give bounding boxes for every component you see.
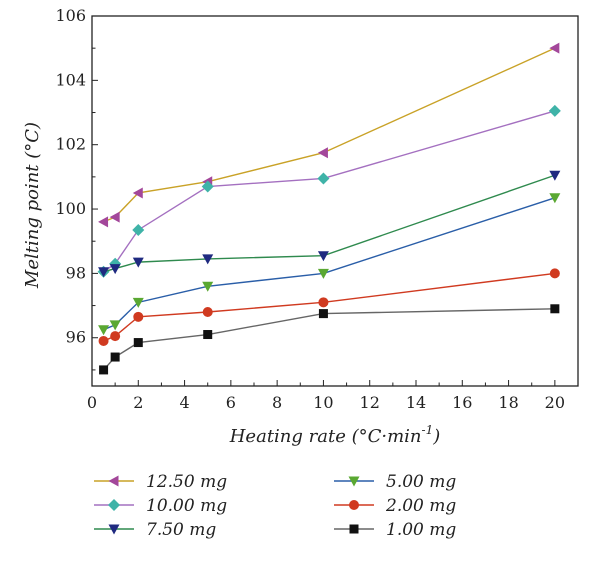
legend-entry: 5.00 mg bbox=[334, 472, 456, 492]
y-tick-label: 102 bbox=[55, 135, 86, 154]
data-point bbox=[98, 335, 109, 346]
data-point bbox=[110, 352, 120, 362]
series-line bbox=[103, 272, 555, 342]
legend-entry: 12.50 mg bbox=[94, 472, 227, 492]
data-point bbox=[99, 365, 109, 375]
data-point bbox=[548, 104, 561, 117]
legend-marker bbox=[108, 475, 119, 487]
data-point bbox=[132, 257, 144, 268]
data-point bbox=[98, 267, 110, 278]
plot-frame bbox=[91, 15, 579, 387]
data-point bbox=[549, 193, 561, 204]
data-point bbox=[132, 297, 144, 308]
x-tick-label: 6 bbox=[226, 393, 236, 412]
data-point bbox=[133, 311, 144, 322]
data-point bbox=[110, 331, 121, 342]
x-tick-label: 0 bbox=[87, 393, 97, 412]
y-tick-label: 98 bbox=[66, 263, 86, 282]
x-axis-title-tail: ) bbox=[432, 426, 440, 447]
legend-entry: 1.00 mg bbox=[334, 520, 456, 540]
legend-marker bbox=[348, 476, 360, 487]
data-point bbox=[549, 170, 561, 181]
data-point bbox=[132, 187, 143, 199]
x-tick-label: 14 bbox=[406, 393, 426, 412]
x-tick-label: 8 bbox=[272, 393, 282, 412]
axes: 0 2 4 6 8 10 12 14 16 18 20 96 98 100 102 104 106 bbox=[55, 6, 579, 412]
y-tick-label: 104 bbox=[55, 70, 86, 89]
data-point bbox=[109, 211, 120, 223]
data-point bbox=[133, 338, 143, 348]
x-tick-label: 4 bbox=[179, 393, 189, 412]
y-tick-label: 96 bbox=[66, 328, 86, 347]
data-point bbox=[317, 251, 329, 262]
data-point bbox=[201, 180, 214, 193]
series-line bbox=[103, 47, 556, 223]
y-tick-label: 106 bbox=[55, 6, 86, 25]
series-line bbox=[103, 308, 555, 371]
data-point bbox=[202, 307, 213, 317]
series-line bbox=[103, 110, 556, 273]
legend-entry: 7.50 mg bbox=[94, 520, 216, 540]
data-point bbox=[202, 254, 214, 265]
y-axis-title: Melting point (°C) bbox=[22, 122, 43, 289]
x-tick-label: 12 bbox=[360, 393, 380, 412]
plot-area bbox=[97, 42, 561, 375]
data-point bbox=[109, 264, 121, 275]
data-point bbox=[98, 325, 110, 336]
y-tick-label: 100 bbox=[55, 199, 86, 218]
series-2-00-mg bbox=[98, 268, 560, 346]
legend-label: 12.50 mg bbox=[146, 472, 227, 492]
legend-label: 2.00 mg bbox=[385, 496, 456, 516]
legend-marker bbox=[349, 524, 359, 534]
legend-entry: 10.00 mg bbox=[94, 496, 227, 516]
x-tick-label: 18 bbox=[498, 393, 518, 412]
legend-marker bbox=[108, 524, 120, 535]
legend-label: 10.00 mg bbox=[146, 496, 227, 516]
data-point bbox=[132, 223, 145, 236]
data-point bbox=[98, 216, 109, 228]
legend-entry: 2.00 mg bbox=[334, 496, 456, 516]
x-tick-label: 16 bbox=[452, 393, 472, 412]
data-point bbox=[549, 42, 560, 54]
data-point bbox=[550, 304, 560, 314]
legend: 12.50 mg 10.00 mg 7.50 mg 5.00 mg 2.00 mg 1.0… bbox=[94, 472, 456, 540]
series-10-00-mg bbox=[97, 104, 561, 278]
series-5-00-mg bbox=[98, 193, 561, 336]
legend-marker bbox=[349, 500, 359, 510]
x-tick-label: 10 bbox=[313, 393, 333, 412]
legend-label: 5.00 mg bbox=[386, 472, 456, 492]
data-point bbox=[109, 320, 121, 331]
data-point bbox=[317, 172, 330, 185]
legend-marker bbox=[108, 499, 120, 511]
series-7-50-mg bbox=[98, 170, 561, 278]
data-point bbox=[318, 297, 329, 308]
data-point bbox=[317, 268, 329, 279]
legend-label: 1.00 mg bbox=[386, 520, 456, 540]
series-line bbox=[103, 174, 556, 273]
series-12-50-mg bbox=[98, 42, 560, 228]
data-point bbox=[318, 309, 328, 319]
x-tick-label: 20 bbox=[545, 393, 565, 412]
x-axis-title-superscript: -1 bbox=[422, 423, 434, 437]
legend-label: 7.50 mg bbox=[146, 520, 216, 540]
x-axis-title: Heating rate (°C·min-1) bbox=[229, 423, 441, 447]
data-point bbox=[202, 281, 214, 292]
data-point bbox=[203, 330, 213, 340]
data-point bbox=[317, 147, 328, 159]
data-point bbox=[549, 268, 560, 279]
series-1-00-mg bbox=[99, 304, 560, 375]
x-tick-label: 2 bbox=[133, 393, 143, 412]
